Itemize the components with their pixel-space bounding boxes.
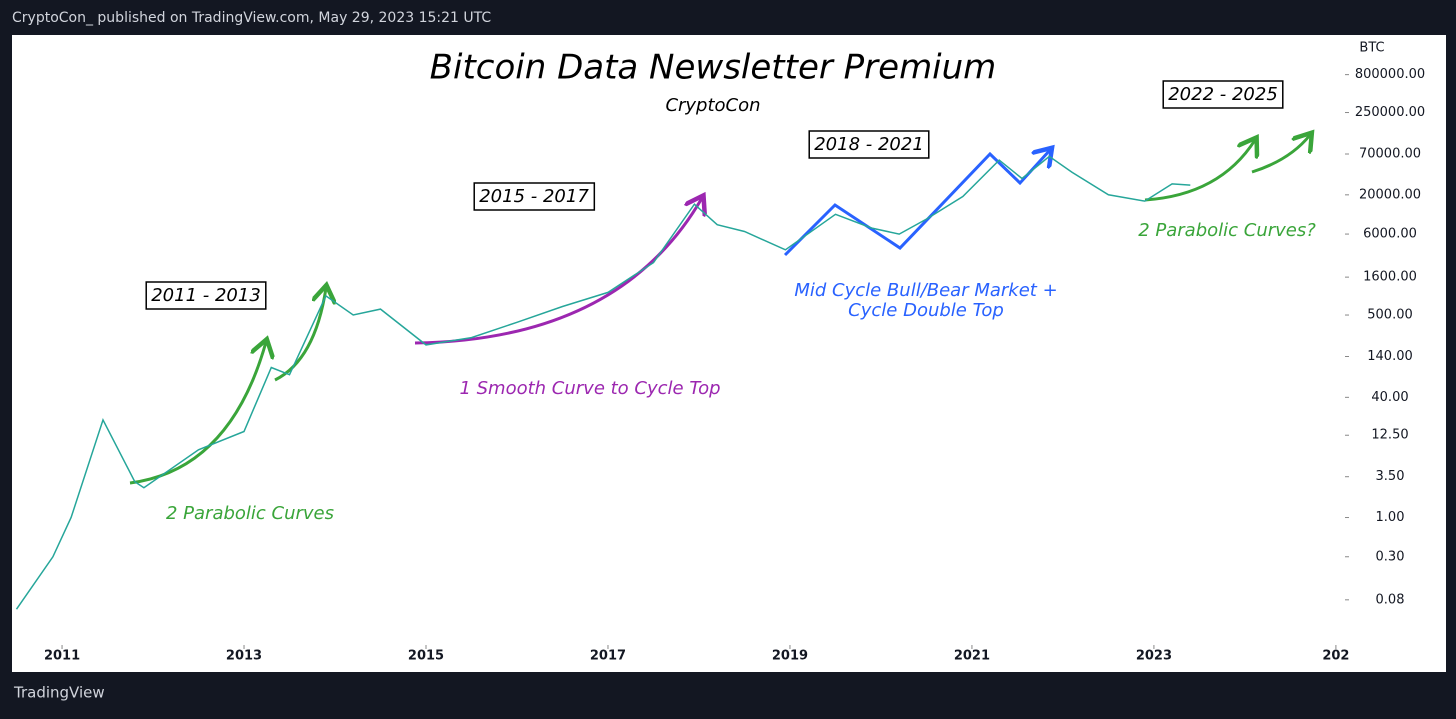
- price-line: [15, 155, 1191, 610]
- annotation: 2 Parabolic Curves: [166, 503, 334, 524]
- header: CryptoCon_ published on TradingView.com,…: [12, 10, 491, 26]
- annotation: 1 Smooth Curve to Cycle Top: [459, 378, 720, 399]
- x-tick-label: 2021: [954, 649, 990, 664]
- annotation: 2022 - 2025: [1168, 84, 1278, 105]
- x-tick-label: 2017: [590, 649, 626, 664]
- annotation: 2018 - 2021: [814, 134, 924, 155]
- y-tick-label: 6000.00: [1363, 227, 1417, 242]
- x-tick-label: 2019: [772, 649, 808, 664]
- y-tick-label: 40.00: [1371, 390, 1408, 405]
- y-tick-label: 70000.00: [1359, 147, 1421, 162]
- x-tick-label: 2015: [408, 649, 444, 664]
- y-tick-label: 1.00: [1376, 510, 1405, 525]
- y-tick-label: 12.50: [1371, 428, 1408, 443]
- annotation-box: [808, 130, 930, 159]
- annotation-box: [145, 281, 267, 310]
- annotation: 2011 - 2013: [151, 285, 261, 306]
- y-tick-label: 250000.00: [1355, 105, 1425, 120]
- annotation: 2 Parabolic Curves?: [1138, 220, 1316, 241]
- chart-subtitle: CryptoCon: [665, 95, 760, 116]
- plot-area: [12, 35, 1446, 672]
- curve: [1251, 135, 1310, 174]
- chart-title: Bitcoin Data Newsletter Premium: [430, 48, 997, 88]
- y-tick-label: 500.00: [1367, 308, 1413, 323]
- annotation: Mid Cycle Bull/Bear Market +: [794, 280, 1057, 301]
- footer: TradingView: [13, 684, 105, 702]
- annotation: Cycle Double Top: [848, 300, 1004, 321]
- y-tick-label: 800000.00: [1355, 67, 1425, 82]
- y-tick-label: 1600.00: [1363, 270, 1417, 285]
- x-tick-label: 202: [1322, 649, 1349, 664]
- y-tick-label: 20000.00: [1359, 187, 1421, 202]
- y-tick-label: 3.50: [1376, 469, 1405, 484]
- x-tick-label: 2023: [1136, 649, 1172, 664]
- y-tick-label: 140.00: [1367, 349, 1413, 364]
- x-tick-label: 2011: [44, 649, 80, 664]
- annotation-box: [473, 182, 596, 211]
- y-unit: BTC: [1359, 41, 1384, 56]
- drawings: [129, 135, 1310, 485]
- annotation-box: [1162, 80, 1284, 109]
- annotation: 2015 - 2017: [479, 186, 589, 207]
- curve: [414, 198, 702, 345]
- x-tick-label: 2013: [226, 649, 262, 664]
- y-tick-label: 0.30: [1376, 549, 1405, 564]
- curve: [129, 342, 266, 485]
- curve: [1144, 140, 1255, 202]
- zigzag: [783, 150, 1050, 257]
- y-tick-label: 0.08: [1376, 592, 1405, 607]
